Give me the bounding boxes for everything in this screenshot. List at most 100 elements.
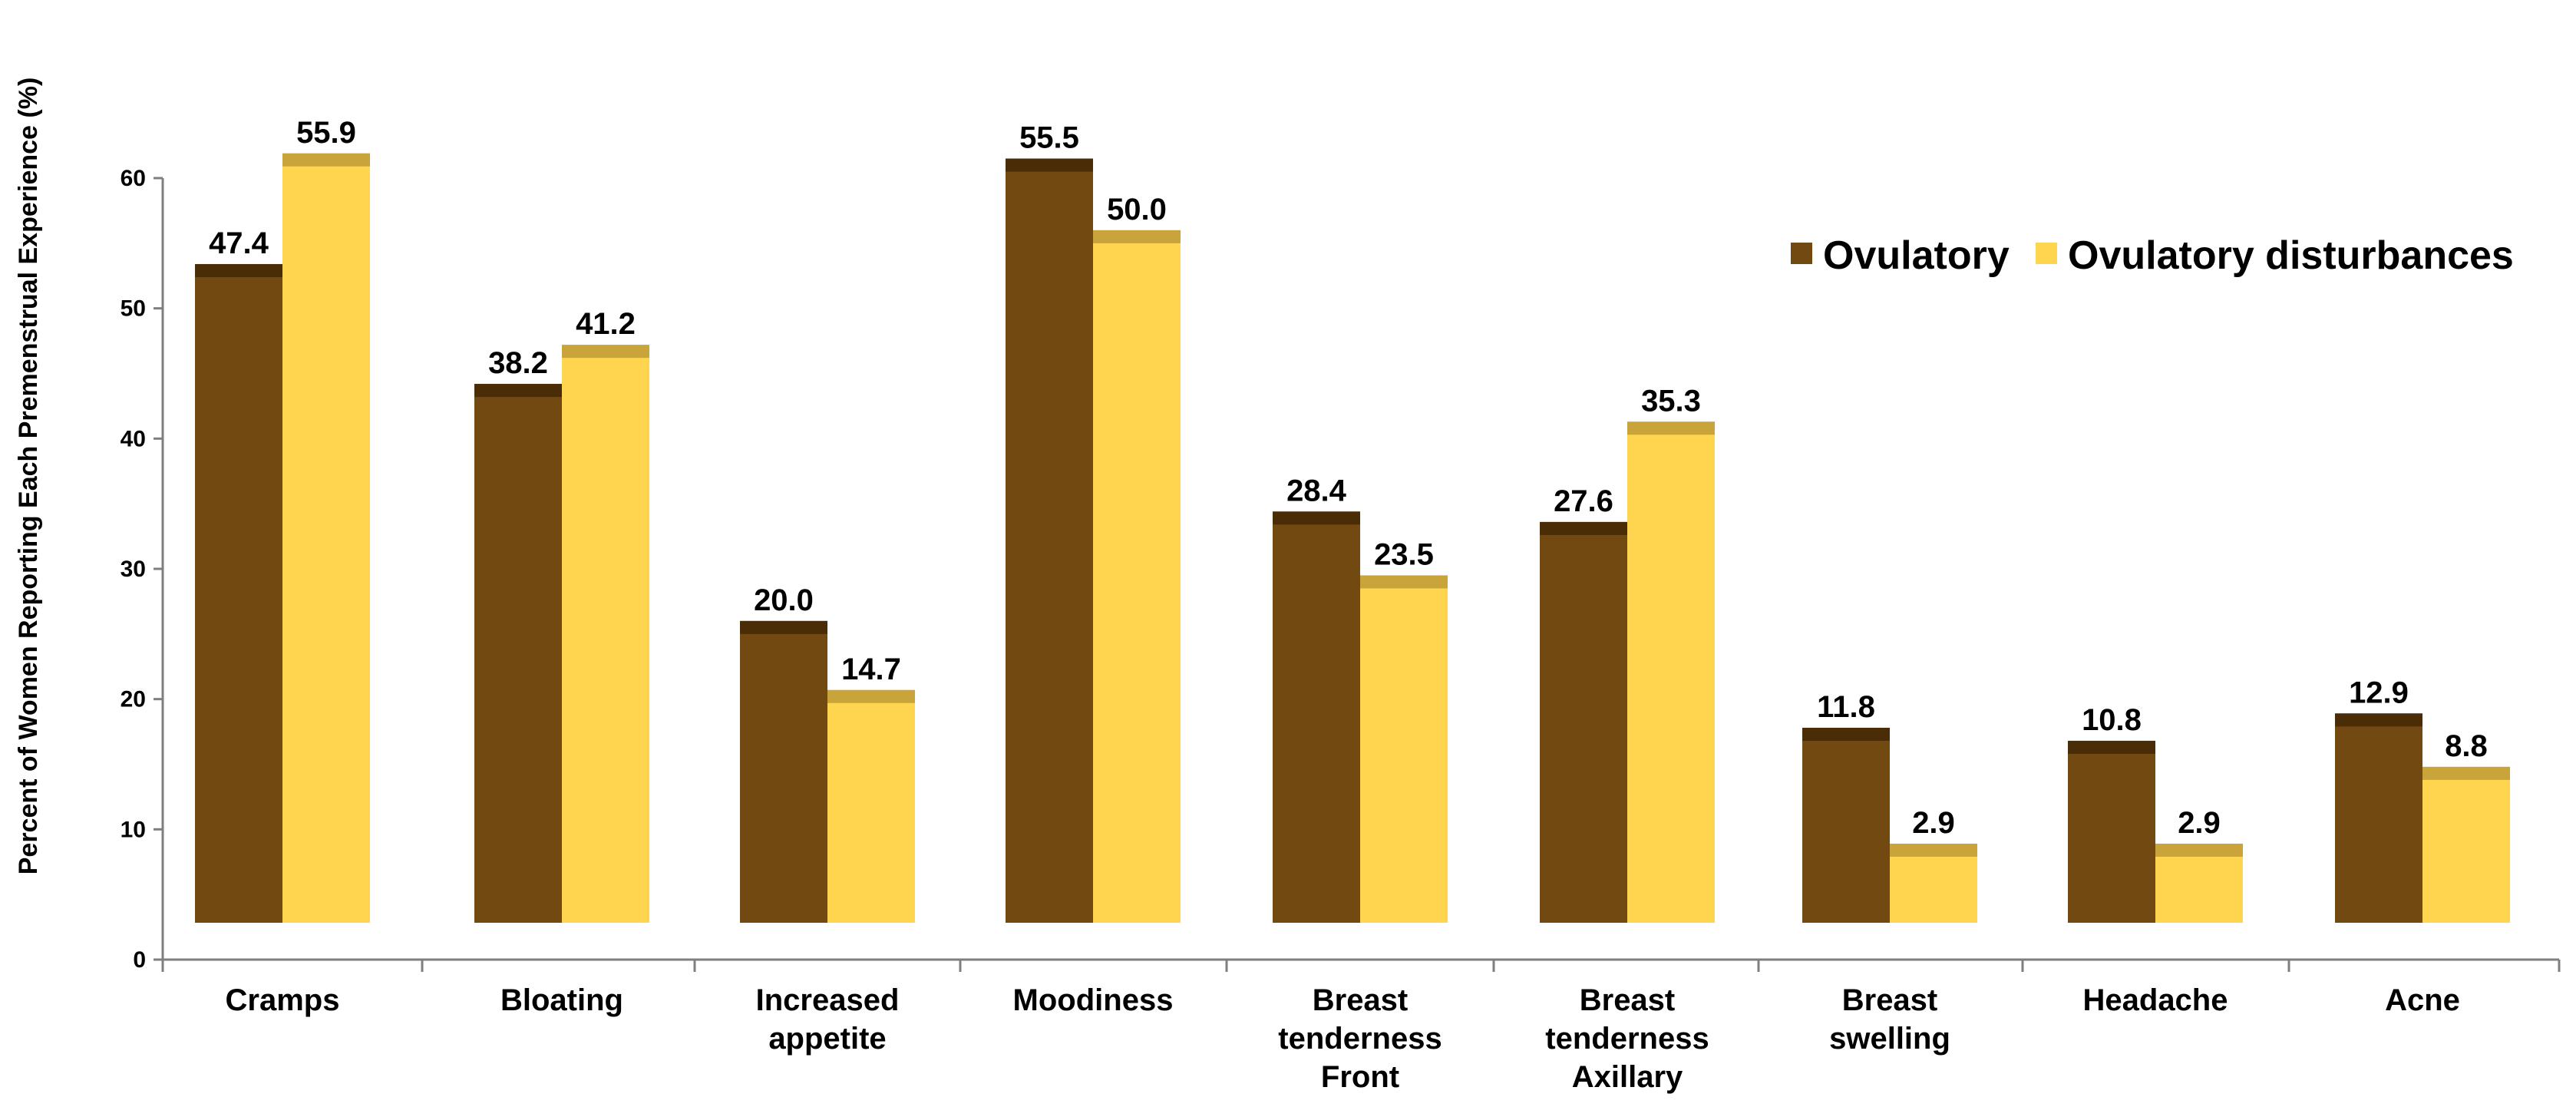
category-label-line: Front <box>1321 1060 1399 1094</box>
y-tick-label: 30 <box>121 557 146 582</box>
bar-ovulatory-disturbances <box>2422 766 2510 923</box>
bar-body <box>1627 421 1715 923</box>
axes: 0 10 20 30 40 50 60 <box>121 166 2561 973</box>
data-label: 2.9 <box>2178 806 2221 840</box>
category-label: Breast tenderness Axillary <box>1545 983 1709 1094</box>
bar-ovulatory <box>740 620 827 923</box>
bar-ovulatory <box>2068 740 2155 923</box>
bar-body <box>1093 230 1181 923</box>
bar-cap <box>562 345 649 359</box>
bar-body <box>474 384 562 923</box>
bar-cap <box>2422 766 2510 780</box>
category-label: Breast swelling <box>1829 983 1950 1056</box>
category-label-line: Bloating <box>500 983 623 1017</box>
bar-cap <box>1006 158 1093 172</box>
bar-body <box>282 153 370 924</box>
bar-body <box>562 345 649 923</box>
bar-cap <box>1627 421 1715 435</box>
bar-cap <box>195 263 282 277</box>
bar-ovulatory-disturbances <box>562 345 649 923</box>
category-labels: Cramps Bloating Increased appetite Moodiness… <box>226 983 2460 1094</box>
bar-ovulatory <box>1802 727 1890 923</box>
y-axis-title-group: Percent of Women Reporting Each Premenst… <box>14 78 43 875</box>
bar-body <box>827 689 915 923</box>
category-label-line: Moodiness <box>1013 983 1174 1017</box>
bar-cap <box>827 689 915 703</box>
data-label: 55.5 <box>1019 121 1079 155</box>
y-tick-label: 60 <box>121 166 146 191</box>
bar-body <box>2335 713 2422 923</box>
bar-body <box>1802 727 1890 923</box>
category-label-line: Acne <box>2385 983 2460 1017</box>
bar-body <box>1006 158 1093 924</box>
bar-cap <box>1540 521 1627 535</box>
bar-ovulatory <box>474 384 562 923</box>
y-axis-title: Percent of Women Reporting Each Premenst… <box>14 78 43 875</box>
bar-ovulatory-disturbances <box>827 689 915 923</box>
data-label: 14.7 <box>841 653 901 686</box>
data-label: 55.9 <box>296 116 356 150</box>
bar-cap <box>1802 727 1890 741</box>
y-tick-label: 50 <box>121 296 146 322</box>
category-label: Headache <box>2083 983 2228 1017</box>
y-tick-label: 40 <box>121 426 146 451</box>
y-tick-label: 10 <box>121 817 146 842</box>
legend-label-ovulatory-disturbances: Ovulatory disturbances <box>2068 233 2514 278</box>
category-label: Cramps <box>226 983 340 1017</box>
category-label-line: tenderness <box>1545 1022 1709 1056</box>
legend-label-ovulatory: Ovulatory <box>1823 233 2010 278</box>
bar-body <box>1540 521 1627 923</box>
bar-ovulatory-disturbances <box>1093 230 1181 923</box>
bars <box>195 153 2510 924</box>
category-label-line: Breast <box>1842 983 1938 1017</box>
bar-ovulatory-disturbances <box>2155 843 2243 923</box>
data-label: 28.4 <box>1286 474 1347 507</box>
category-label: Bloating <box>500 983 623 1017</box>
bar-cap <box>282 153 370 167</box>
bar-body <box>1273 511 1360 923</box>
bar-body <box>1890 843 1977 923</box>
category-label: Increased appetite <box>756 983 900 1056</box>
data-label: 8.8 <box>2445 729 2488 763</box>
bar-body <box>195 263 282 924</box>
data-label: 20.0 <box>754 583 814 617</box>
data-label: 11.8 <box>1817 690 1875 724</box>
bar-ovulatory-disturbances <box>1360 575 1448 923</box>
category-label-line: Breast <box>1313 983 1409 1017</box>
bar-body <box>2155 843 2243 923</box>
category-label: Breast tenderness Front <box>1278 983 1442 1094</box>
bar-ovulatory <box>2335 713 2422 923</box>
bar-body <box>740 620 827 923</box>
category-label: Moodiness <box>1013 983 1174 1017</box>
bar-cap <box>1360 575 1448 589</box>
data-label: 47.4 <box>209 226 269 260</box>
data-label: 35.3 <box>1641 384 1701 418</box>
y-tick-label: 0 <box>133 947 146 973</box>
bar-ovulatory <box>195 263 282 924</box>
bar-ovulatory <box>1273 511 1360 923</box>
data-label: 27.6 <box>1554 484 1613 518</box>
category-label-line: Headache <box>2083 983 2228 1017</box>
data-label: 12.9 <box>2349 676 2409 709</box>
category-label-line: tenderness <box>1278 1022 1442 1056</box>
bar-cap <box>740 620 827 634</box>
legend-swatch-ovulatory <box>1791 243 1812 264</box>
bar-cap <box>2155 843 2243 857</box>
data-label: 10.8 <box>2082 703 2142 737</box>
y-tick-label: 20 <box>121 687 146 712</box>
data-label: 38.2 <box>488 346 548 380</box>
data-label: 23.5 <box>1374 537 1434 571</box>
category-label-line: Increased <box>756 983 900 1017</box>
category-label-line: Breast <box>1580 983 1676 1017</box>
category-label: Acne <box>2385 983 2460 1017</box>
bar-cap <box>1093 230 1181 243</box>
bar-body <box>2422 766 2510 923</box>
bar-cap <box>2335 713 2422 727</box>
data-label: 41.2 <box>576 307 636 341</box>
data-label: 50.0 <box>1107 193 1167 226</box>
legend-swatch-ovulatory-disturbances <box>2036 243 2057 264</box>
category-label-line: Axillary <box>1572 1060 1683 1094</box>
value-labels: 47.4 38.2 20.0 55.5 28.4 27.6 11.8 10.8 12.9 55.9… <box>209 116 2488 840</box>
data-label: 2.9 <box>1912 806 1955 840</box>
